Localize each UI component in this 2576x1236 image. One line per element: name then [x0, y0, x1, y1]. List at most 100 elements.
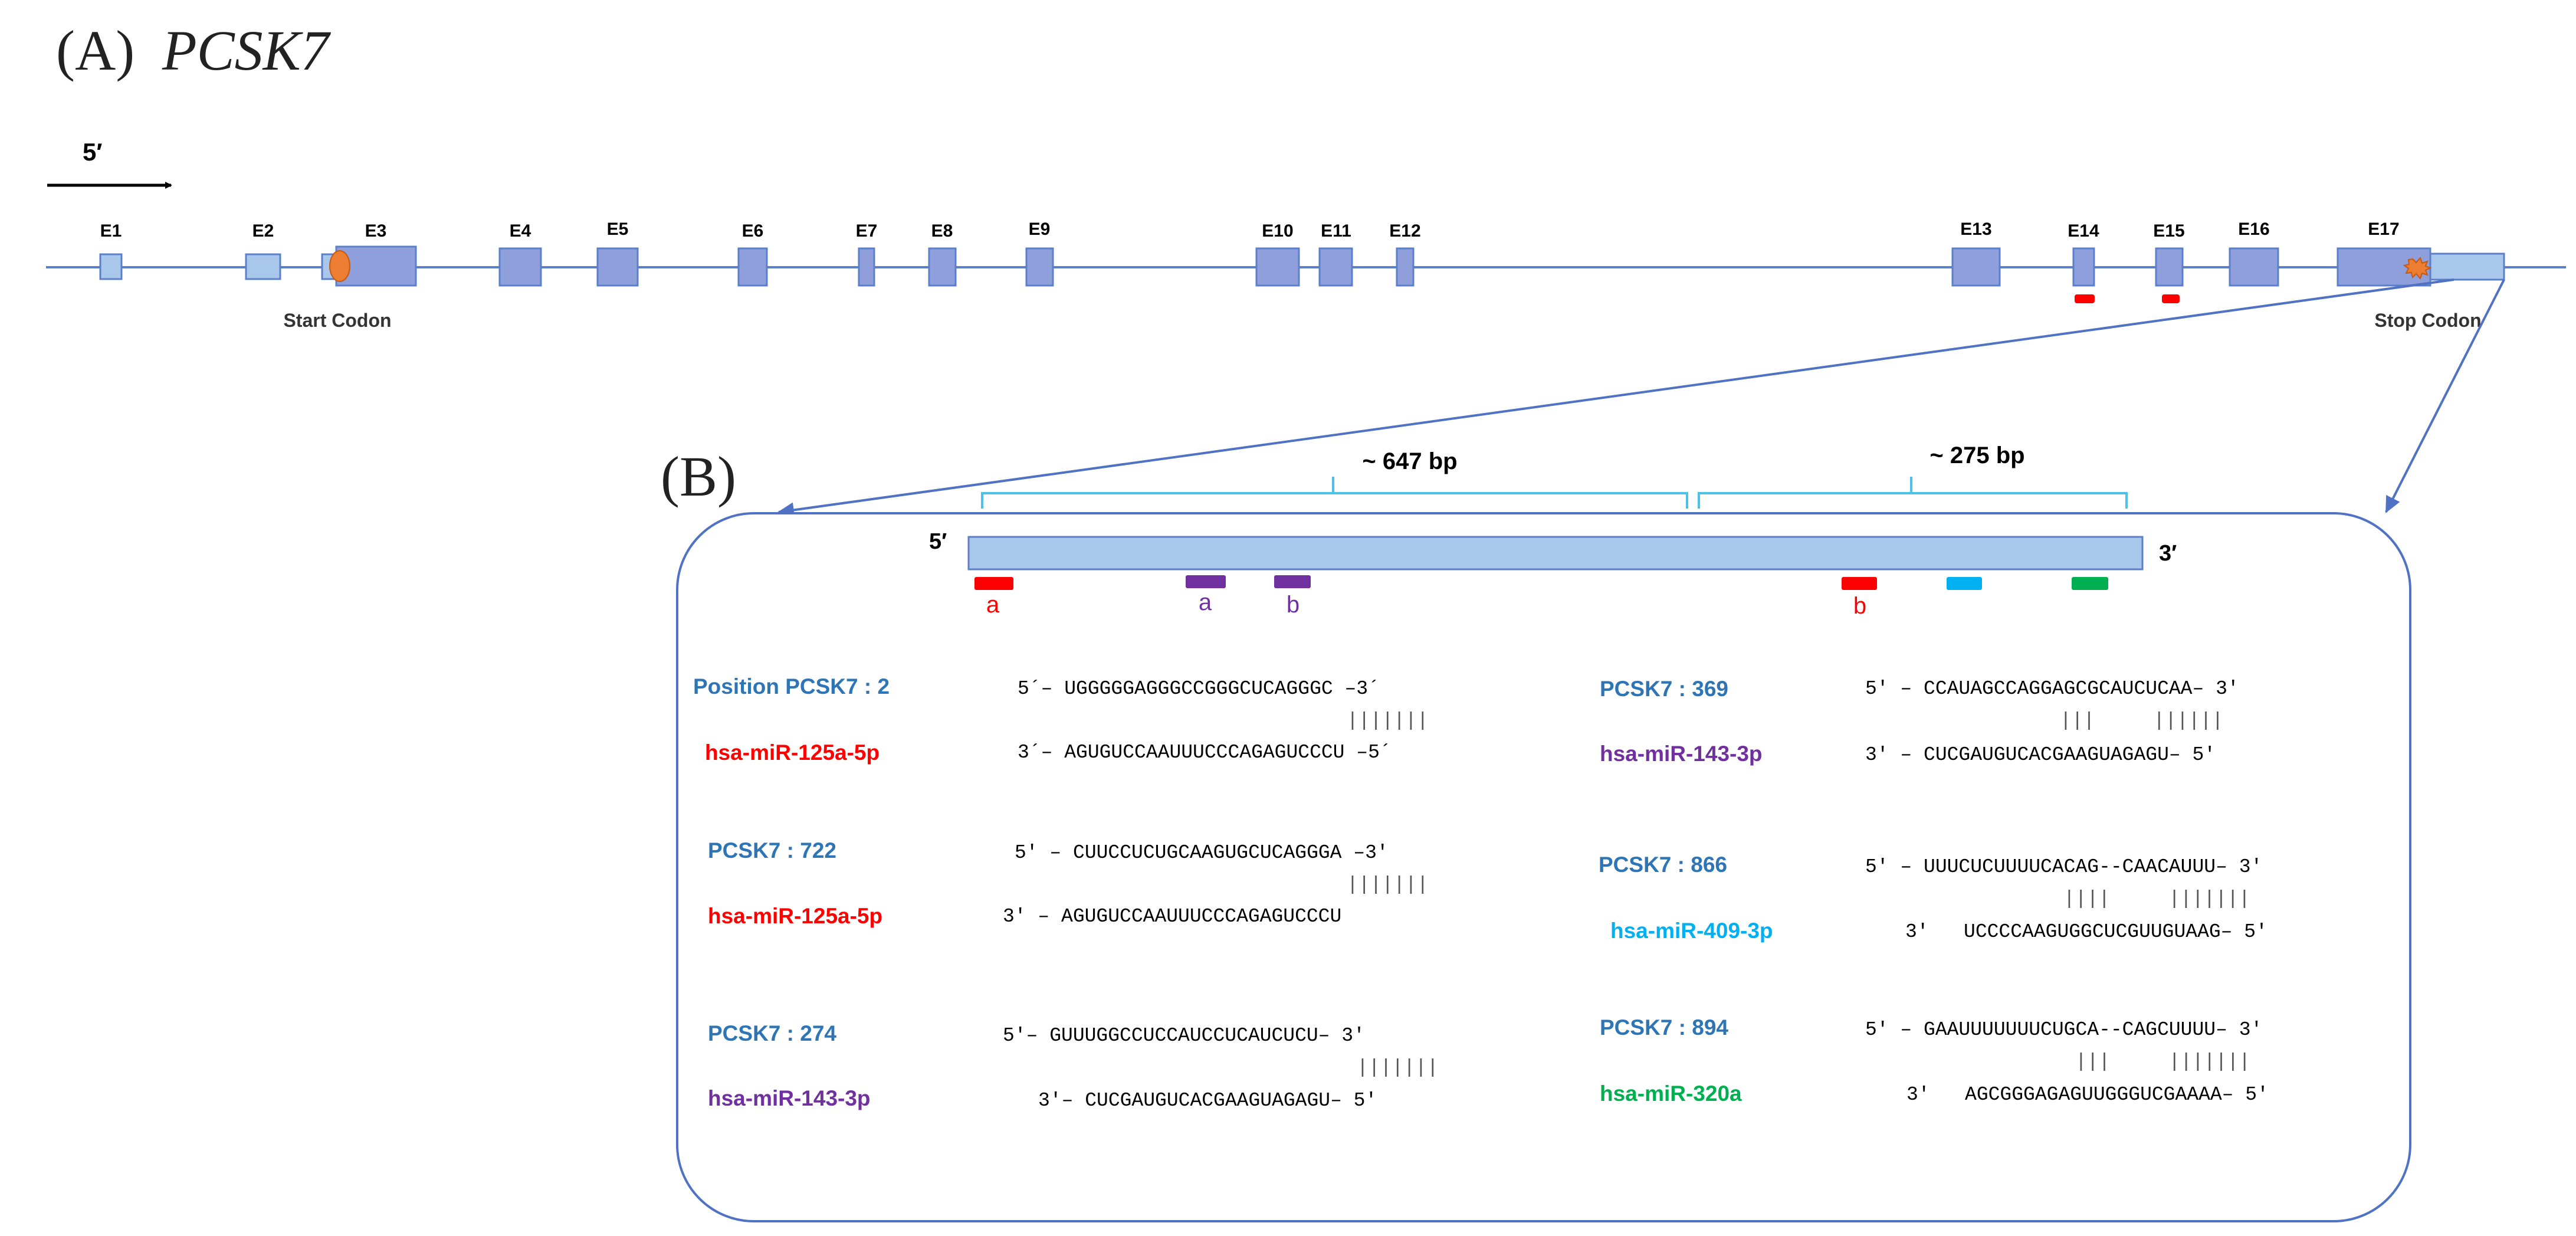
exon-e9 [1025, 247, 1054, 287]
exon-track: E1 E2 E3 E4 E5 E6 E7 E8 E9 E10 E11 E12 E… [99, 219, 2505, 287]
alignment-mirna-seq: 3' AGCGGGAGAGUUGGGUCGAAAA– 5' [1906, 1084, 2269, 1106]
zoom-line-left [777, 278, 2454, 518]
exon-label: E16 [2238, 219, 2269, 239]
alignment-pairs: ||||||| [1347, 710, 1429, 732]
exon-e10 [1255, 247, 1300, 287]
exon-label: E3 [365, 221, 387, 241]
alignment-target-seq: 5' – GAAUUUUUUUCUGCA--CAGCUUUU– 3' [1865, 1019, 2262, 1041]
site-cyan [1947, 577, 1982, 590]
site-purple-a-label: a [1199, 589, 1212, 615]
utr-5-label: 5′ [929, 529, 947, 554]
exon-e2 [245, 253, 281, 280]
gene-name: PCSK7 [162, 19, 332, 82]
alignment-mirna-seq: 3' – CUCGAUGUCACGAAGUAGAGU– 5' [1865, 744, 2216, 766]
alignment-mirna: hsa-miR-143-3p [1600, 742, 1763, 766]
panel-b-label: (B) [661, 445, 736, 508]
alignment-block: PCSK7 : 274 hsa-miR-143-3p 5'– GUUUGGCCU… [708, 1021, 1439, 1112]
exon-e6 [737, 247, 768, 287]
alignment-block: PCSK7 : 894 hsa-miR-320a 5' – GAAUUUUUUU… [1600, 1015, 2269, 1106]
alignment-position: PCSK7 : 274 [708, 1021, 836, 1045]
exon-e15 [2155, 247, 2184, 287]
alignment-mirna-seq: 3'– CUCGAUGUCACGAAGUAGAGU– 5' [1038, 1090, 1377, 1112]
exon-e13 [1951, 247, 2001, 287]
exon-label: E14 [2068, 221, 2099, 241]
bracket-275 [1698, 477, 2128, 509]
exon-e4 [498, 247, 542, 287]
panel-a-label: (A) [56, 19, 134, 82]
exon-label: E17 [2368, 219, 2399, 239]
alignment-block: PCSK7 : 866 hsa-miR-409-3p 5' – UUUCUCUU… [1599, 853, 2267, 943]
exon-label: E1 [100, 221, 122, 241]
site-mark-e15 [2162, 294, 2180, 303]
exon-e11 [1318, 247, 1353, 287]
zoom-line-right [2385, 279, 2505, 513]
alignment-mirna-seq: 3´– AGUGUCCAAUUUCCCAGAGUCCCU –5´ [1018, 742, 1392, 763]
exon-e12 [1396, 247, 1415, 287]
site-purple-b [1274, 575, 1311, 588]
exon-label: E12 [1389, 221, 1420, 241]
stop-codon-marker [2403, 257, 2432, 280]
alignment-pairs: ||| |||||| [2060, 710, 2223, 732]
exon-label: E13 [1960, 219, 1991, 239]
exon-e7 [858, 247, 875, 287]
panel-b-frame [676, 512, 2411, 1222]
exon-e16 [2229, 247, 2279, 287]
start-codon-marker [329, 250, 350, 282]
alignment-block: PCSK7 : 722 hsa-miR-125a-5p 5' – CUUCCUC… [708, 838, 1429, 928]
direction-label: 5′ [83, 138, 102, 166]
alignment-position: PCSK7 : 722 [708, 838, 836, 863]
site-red-b [1842, 577, 1877, 590]
site-mark-e14 [2075, 294, 2095, 303]
alignment-mirna-seq: 3' UCCCCAAGUGGCUCGUUGUAAG– 5' [1905, 921, 2267, 943]
site-red-a-label: a [986, 592, 1000, 618]
exon-label: E11 [1321, 221, 1351, 241]
exon-label: E2 [252, 221, 274, 241]
bracket-647 [981, 477, 1688, 509]
exon-e8 [928, 247, 957, 287]
start-codon-label: Start Codon [283, 310, 391, 331]
alignment-block: Position PCSK7 : 2 hsa-miR-125a-5p 5´– U… [693, 674, 1429, 765]
span-647-label: ~ 647 bp [1362, 448, 1457, 474]
exon-label: E15 [2153, 221, 2184, 241]
alignment-pairs: ||||||| [1347, 874, 1429, 896]
exon-e17-utr [2429, 253, 2505, 281]
alignment-position: PCSK7 : 369 [1600, 677, 1728, 701]
exon-label: E5 [607, 219, 629, 239]
span-275-label: ~ 275 bp [1929, 442, 2024, 468]
utr-bar [967, 536, 2144, 571]
exon-label: E6 [742, 221, 764, 241]
exon-label: E8 [931, 221, 953, 241]
alignment-pairs: ||| ||||||| [2075, 1051, 2250, 1073]
alignment-pairs: ||||||| [1357, 1057, 1439, 1078]
exon-label: E4 [510, 221, 531, 241]
exon-label: E7 [856, 221, 878, 241]
site-purple-b-label: b [1287, 592, 1300, 618]
stop-codon-label: Stop Codon [2374, 310, 2481, 331]
exon-label: E10 [1262, 221, 1293, 241]
alignment-mirna: hsa-miR-125a-5p [705, 740, 880, 765]
exon-e1 [99, 253, 123, 280]
exon-e14 [2072, 247, 2095, 287]
exon-label: E9 [1029, 219, 1051, 239]
alignment-position: PCSK7 : 866 [1599, 853, 1727, 877]
alignment-mirna: hsa-miR-143-3p [708, 1086, 871, 1110]
alignment-mirna: hsa-miR-320a [1600, 1081, 1742, 1106]
alignment-position: Position PCSK7 : 2 [693, 674, 890, 699]
alignment-target-seq: 5'– GUUUGGCCUCCAUCCUCAUCUCU– 3' [1003, 1025, 1365, 1047]
exon-e5 [596, 247, 639, 287]
alignment-target-seq: 5' – CUUCCUCUGCAAGUGCUCAGGGA –3' [1015, 842, 1389, 864]
alignment-target-seq: 5' – CCAUAGCCAGGAGCGCAUCUCAA– 3' [1865, 678, 2239, 700]
alignment-position: PCSK7 : 894 [1600, 1015, 1728, 1040]
alignment-target-seq: 5' – UUUCUCUUUUCACAG--CAACAUUU– 3' [1865, 856, 2262, 878]
alignment-target-seq: 5´– UGGGGGAGGGCCGGGCUCAGGGC –3´ [1018, 678, 1380, 700]
site-red-a [974, 577, 1013, 590]
utr-3-label: 3′ [2159, 541, 2177, 566]
site-green [2072, 577, 2108, 590]
alignment-block: PCSK7 : 369 hsa-miR-143-3p 5' – CCAUAGCC… [1600, 677, 2239, 766]
alignment-mirna-seq: 3' – AGUGUCCAAUUUCCCAGAGUCCCU [1003, 906, 1341, 927]
alignment-mirna: hsa-miR-125a-5p [708, 904, 882, 928]
alignment-mirna: hsa-miR-409-3p [1610, 919, 1773, 943]
alignment-pairs: |||| ||||||| [2063, 888, 2250, 910]
site-purple-a [1186, 575, 1226, 588]
